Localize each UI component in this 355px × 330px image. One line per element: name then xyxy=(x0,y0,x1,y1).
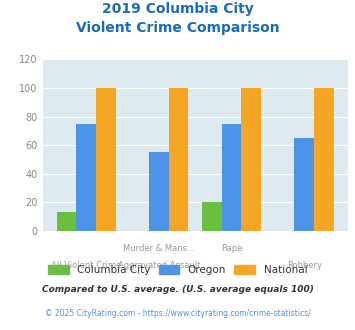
Text: Aggravated Assault: Aggravated Assault xyxy=(118,261,200,270)
Text: © 2025 CityRating.com - https://www.cityrating.com/crime-statistics/: © 2025 CityRating.com - https://www.city… xyxy=(45,309,310,317)
Bar xyxy=(96,88,116,231)
Bar xyxy=(169,88,189,231)
Text: Robbery: Robbery xyxy=(287,261,322,270)
Bar xyxy=(76,124,96,231)
Text: Murder & Mans...: Murder & Mans... xyxy=(123,244,195,253)
Text: Rape: Rape xyxy=(221,244,242,253)
Text: All Violent Crime: All Violent Crime xyxy=(51,261,121,270)
Bar xyxy=(241,88,261,231)
Bar xyxy=(314,88,334,231)
Bar xyxy=(149,152,169,231)
Text: Compared to U.S. average. (U.S. average equals 100): Compared to U.S. average. (U.S. average … xyxy=(42,285,313,294)
Bar xyxy=(222,124,241,231)
Text: Violent Crime Comparison: Violent Crime Comparison xyxy=(76,21,279,35)
Text: 2019 Columbia City: 2019 Columbia City xyxy=(102,2,253,16)
Bar xyxy=(294,138,314,231)
Bar xyxy=(202,202,222,231)
Legend: Columbia City, Oregon, National: Columbia City, Oregon, National xyxy=(44,261,311,280)
Bar xyxy=(57,213,76,231)
